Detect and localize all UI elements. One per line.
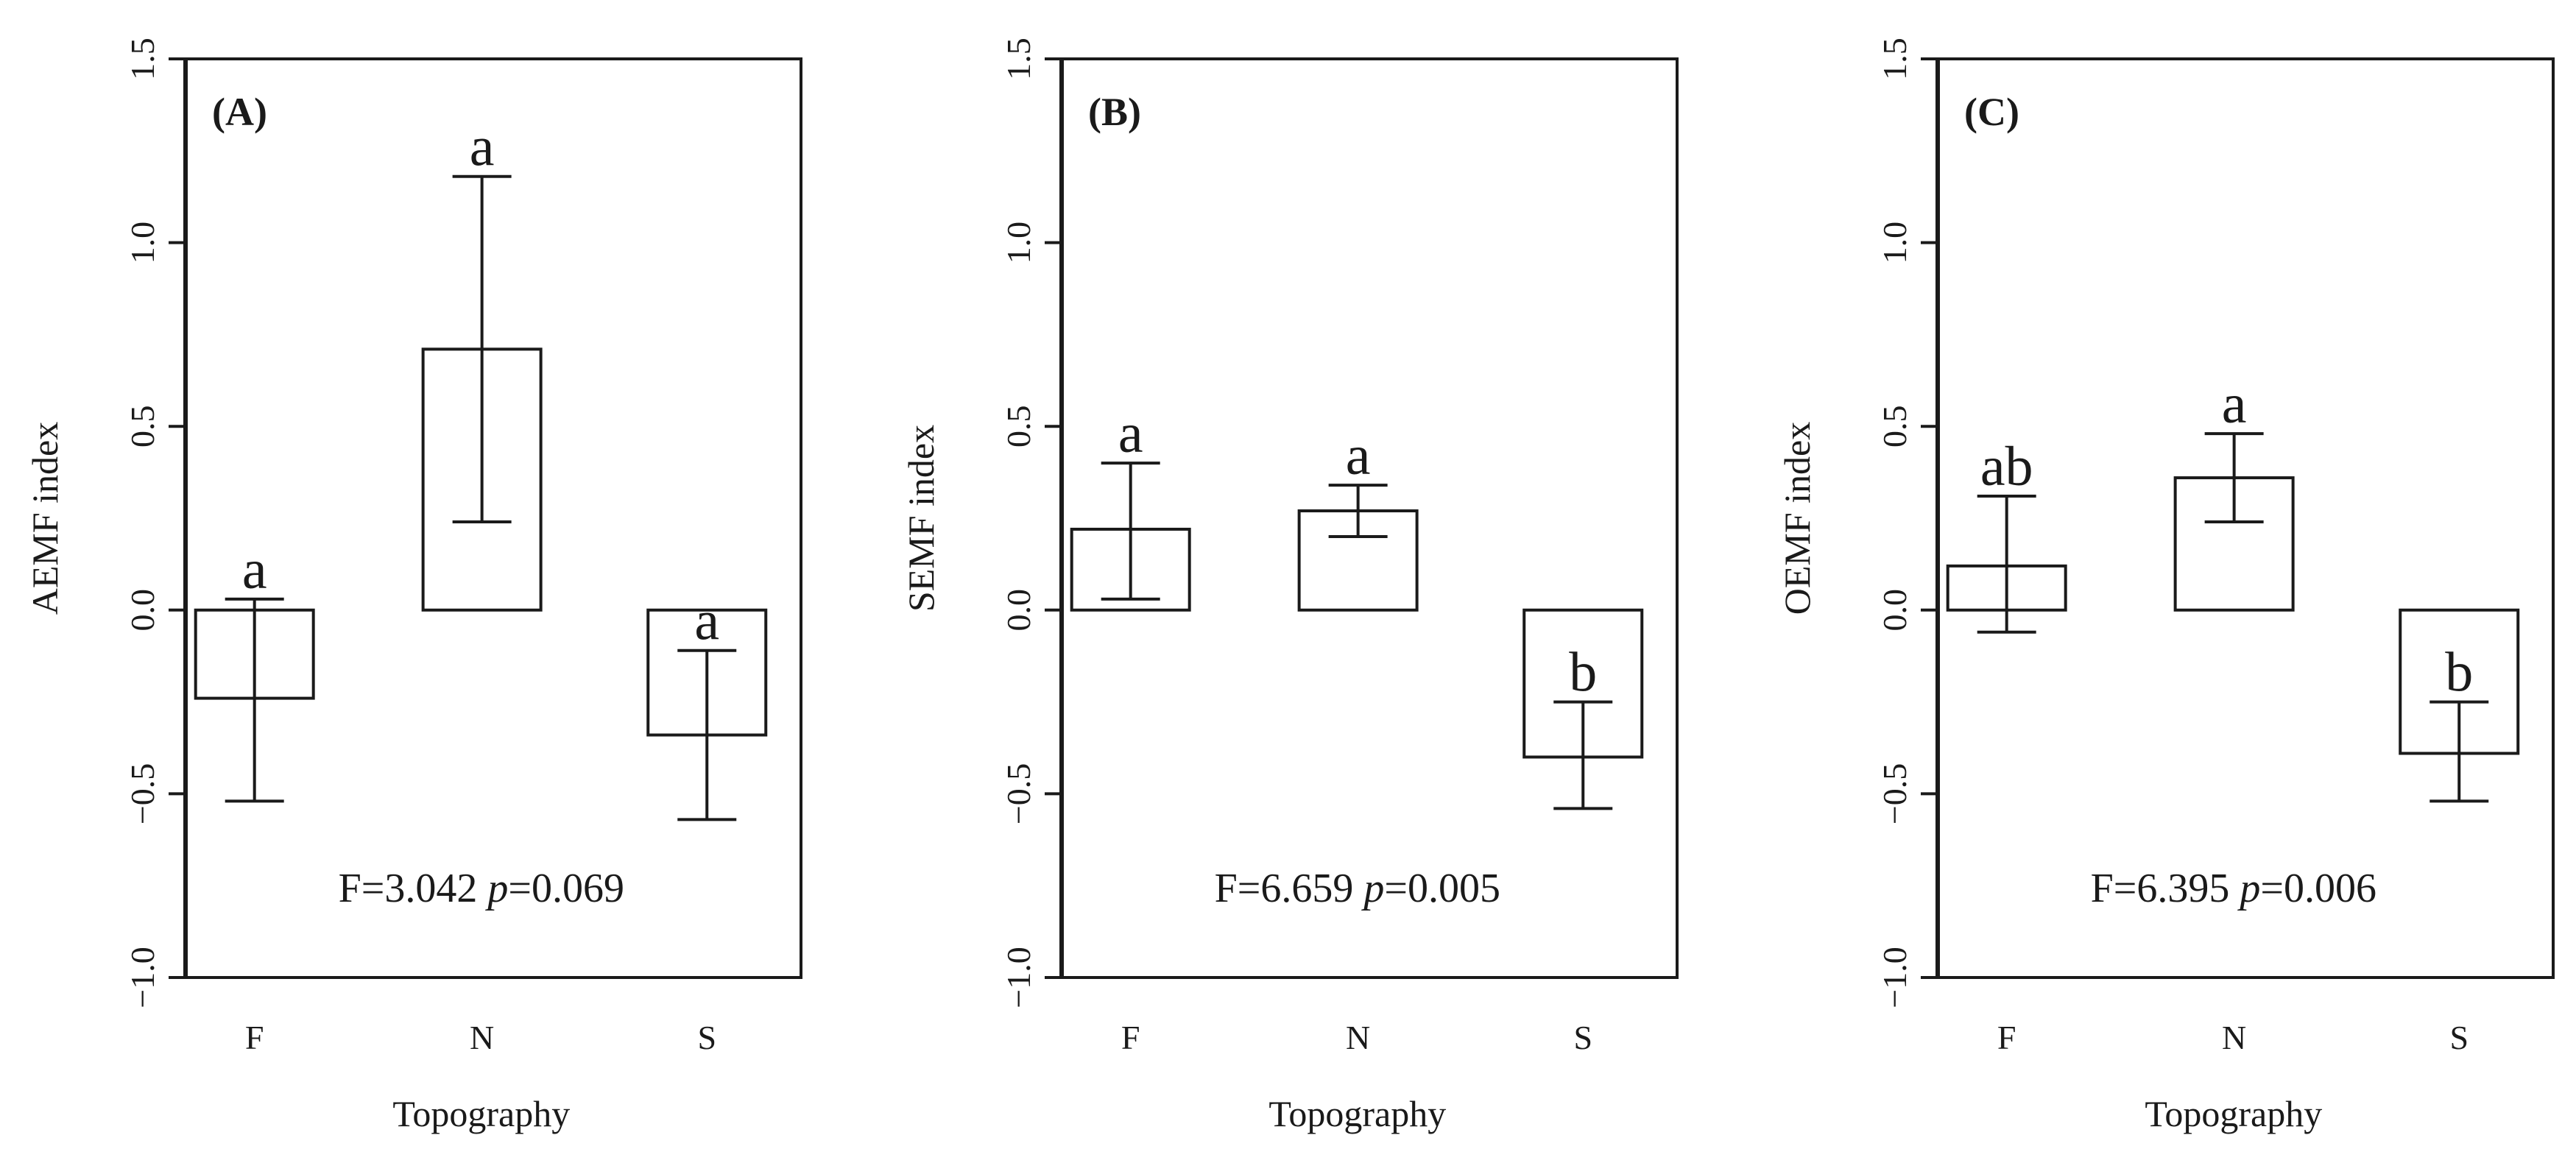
y-tick-label: 1.5	[1000, 38, 1037, 80]
y-tick-label: 0.0	[124, 589, 161, 632]
x-tick-label: F	[1121, 1019, 1140, 1056]
chart-panel-c: −1.0 −0.5 0.0 0.5 1.0 1.5 OEMF index (C) ab Fa Nb S…	[1776, 38, 2555, 1134]
y-tick-label: −0.5	[1000, 763, 1037, 824]
y-axis-title: AEMF index	[24, 422, 66, 615]
panel-label: (C)	[1964, 90, 2019, 134]
chart-panel-b: −1.0 −0.5 0.0 0.5 1.0 1.5 SEMF index (B) a Fa Nb S T…	[900, 38, 1679, 1134]
y-tick-label: 1.0	[1000, 222, 1037, 264]
p-symbol: p	[484, 866, 508, 911]
y-tick-label: 0.5	[1876, 405, 1913, 448]
x-tick-label: N	[470, 1019, 494, 1056]
y-axis-title: SEMF index	[900, 425, 942, 612]
y-tick-label: 1.0	[124, 222, 161, 264]
anova-statistic: F=6.395 p=0.006	[2091, 866, 2376, 911]
y-tick-label: −1.0	[124, 947, 161, 1008]
significance-letter: a	[242, 539, 267, 601]
f-statistic: F=6.659	[1215, 866, 1364, 911]
y-tick-label: 1.0	[1876, 222, 1913, 264]
p-symbol: p	[1361, 866, 1384, 911]
x-axis-title: Topography	[1268, 1093, 1446, 1134]
y-tick-label: 0.0	[1876, 589, 1913, 632]
y-tick-label: 0.5	[1000, 405, 1037, 448]
y-tick-label: 0.0	[1000, 589, 1037, 632]
x-tick-label: N	[2222, 1019, 2246, 1056]
significance-letter: ab	[1980, 436, 2033, 498]
y-tick-label: 1.5	[1876, 38, 1913, 80]
p-value: =0.005	[1384, 866, 1500, 911]
y-tick-label: 1.5	[124, 38, 161, 80]
significance-letter: b	[1569, 642, 1597, 704]
x-tick-label: S	[2449, 1019, 2469, 1056]
anova-statistic: F=3.042 p=0.069	[339, 866, 624, 911]
significance-letter: a	[694, 590, 719, 652]
x-tick-label: F	[245, 1019, 264, 1056]
panel-label: (B)	[1088, 90, 1141, 134]
y-tick-label: −0.5	[1876, 763, 1913, 824]
anova-statistic: F=6.659 p=0.005	[1215, 866, 1500, 911]
y-tick-label: 0.5	[124, 405, 161, 448]
f-statistic: F=6.395	[2091, 866, 2240, 911]
p-value: =0.006	[2260, 866, 2376, 911]
x-tick-label: S	[697, 1019, 716, 1056]
x-tick-label: N	[1346, 1019, 1370, 1056]
x-tick-label: S	[1573, 1019, 1592, 1056]
panel-label: (A)	[212, 90, 267, 134]
significance-letter: a	[1118, 403, 1143, 464]
y-axis-title: OEMF index	[1776, 422, 1818, 615]
significance-letter: a	[2222, 373, 2247, 435]
y-tick-label: −1.0	[1876, 947, 1913, 1008]
x-axis-title: Topography	[2145, 1093, 2322, 1134]
x-tick-label: F	[1997, 1019, 2016, 1056]
significance-letter: a	[470, 116, 495, 178]
p-symbol: p	[2237, 866, 2260, 911]
significance-letter: a	[1346, 425, 1371, 487]
significance-letter: b	[2445, 642, 2473, 704]
y-tick-label: −1.0	[1000, 947, 1037, 1008]
chart-panel-a: −1.0 −0.5 0.0 0.5 1.0 1.5 AEMF index (A) a Fa Na S T…	[24, 38, 802, 1134]
x-axis-title: Topography	[392, 1093, 570, 1134]
f-statistic: F=3.042	[339, 866, 488, 911]
p-value: =0.069	[508, 866, 624, 911]
y-tick-label: −0.5	[124, 763, 161, 824]
